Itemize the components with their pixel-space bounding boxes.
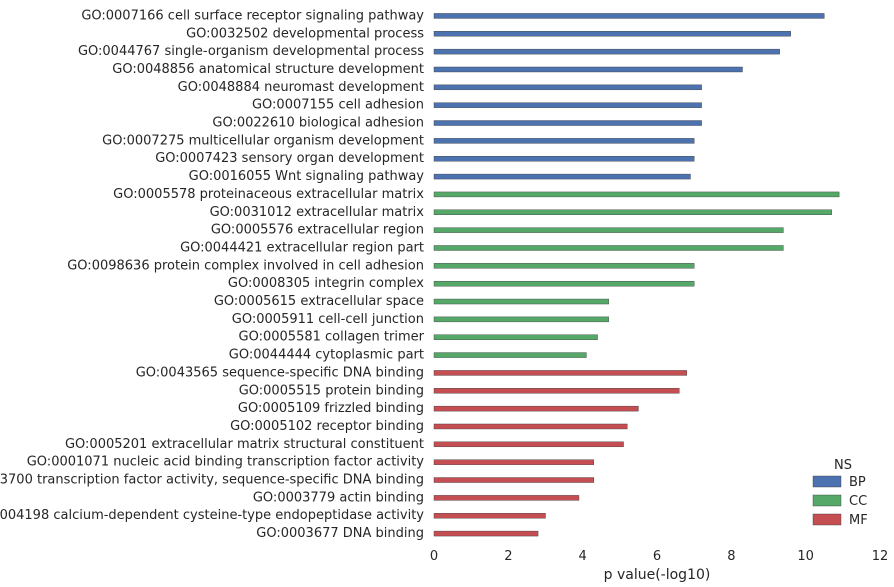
x-tick-label: 4	[579, 549, 587, 564]
category-label: GO:0005578 proteinaceous extracellular m…	[113, 187, 424, 202]
category-label: GO:0032502 developmental process	[186, 26, 424, 41]
bar-cc-7	[433, 298, 609, 305]
bar-cc-6	[433, 280, 695, 287]
category-label: GO:0003677 DNA binding	[256, 526, 424, 541]
bar-cc-8	[433, 316, 609, 323]
bar-bp-2	[433, 31, 791, 37]
bar-bp-4	[433, 66, 743, 73]
category-label: GO:0005102 receptor binding	[230, 419, 424, 434]
bar-cc-5	[433, 263, 695, 269]
bar-cc-2	[433, 209, 832, 215]
bar-cc-3	[433, 227, 784, 233]
bar-mf-5	[433, 441, 624, 448]
bar-bp-10	[433, 173, 691, 180]
category-label: GO:0044767 single-organism developmental…	[78, 44, 424, 59]
bar-bp-1	[433, 13, 825, 19]
bar-bp-3	[433, 48, 780, 55]
category-label: GO:0005201 extracellular matrix structur…	[65, 437, 424, 452]
bar-bp-7	[433, 120, 702, 126]
x-tick-label: 6	[653, 549, 661, 564]
category-label: GO:0005911 cell-cell junction	[232, 312, 424, 327]
bar-bp-9	[433, 156, 695, 162]
bar-mf-1	[433, 370, 687, 376]
legend-label-cc: CC	[849, 494, 867, 509]
bar-mf-8	[433, 495, 580, 501]
category-label: GO:0007275 multicellular organism develo…	[102, 133, 424, 148]
category-label: GO:0048856 anatomical structure developm…	[112, 62, 424, 77]
bar-cc-4	[433, 245, 784, 251]
bar-cc-10	[433, 352, 587, 358]
legend-title: NS	[834, 458, 852, 473]
category-label: GO:0043565 sequence-specific DNA binding	[136, 365, 424, 380]
x-axis-label: p value(-log10)	[604, 567, 711, 583]
category-labels: GO:0007166 cell surface receptor signali…	[0, 8, 425, 541]
legend-swatch-cc	[812, 494, 842, 507]
category-label: GO:0007155 cell adhesion	[252, 98, 424, 113]
bar-bp-6	[433, 102, 702, 108]
legend-label-bp: BP	[849, 475, 866, 490]
category-label: GO:0098636 protein complex involved in c…	[67, 258, 424, 273]
x-tick-label: 0	[430, 549, 438, 564]
category-label: GO:0005515 protein binding	[239, 383, 424, 398]
bar-mf-10	[433, 530, 539, 537]
category-label: GO:0048884 neuromast development	[178, 80, 424, 95]
category-label: GO:0005615 extracellular space	[214, 294, 424, 309]
x-tick-label: 12	[872, 549, 889, 564]
category-label: GO:0022610 biological adhesion	[212, 116, 424, 131]
category-label: GO:0007423 sensory organ development	[155, 151, 424, 166]
bar-bp-5	[433, 84, 702, 91]
category-label: GO:0044444 cytoplasmic part	[229, 348, 424, 363]
category-label: GO:0005109 frizzled binding	[238, 401, 424, 416]
category-label: GO:0016055 Wnt signaling pathway	[189, 169, 425, 184]
legend-entries: BP CC MF	[812, 475, 868, 528]
bar-mf-9	[433, 513, 546, 519]
category-label: GO:0005581 collagen trimer	[239, 330, 425, 345]
x-tick-label: 8	[727, 549, 735, 564]
category-label: GO:0004198 calcium-dependent cysteine-ty…	[0, 508, 424, 523]
category-label: GO:0007166 cell surface receptor signali…	[81, 8, 424, 23]
legend-swatch-bp	[812, 475, 842, 488]
legend-label-mf: MF	[849, 513, 868, 528]
bar-mf-7	[433, 477, 595, 483]
bar-bp-8	[433, 138, 695, 144]
bar-cc-1	[433, 191, 840, 198]
bar-mf-3	[433, 405, 639, 412]
bar-cc-9	[433, 334, 598, 340]
category-label: GO:0003700 transcription factor activity…	[0, 473, 424, 488]
category-label: GO:0044421 extracellular region part	[180, 240, 424, 255]
bar-mf-6	[433, 459, 595, 465]
legend: NS BP CC MF	[812, 458, 868, 528]
x-axis-ticks: 0 2 4 6 8 10 12	[430, 549, 888, 564]
category-label: GO:0008305 integrin complex	[228, 276, 424, 291]
category-label: GO:0005576 extracellular region	[211, 223, 424, 238]
category-label: GO:0031012 extracellular matrix	[210, 205, 425, 220]
legend-swatch-mf	[812, 513, 842, 526]
x-tick-label: 10	[797, 549, 814, 564]
bar-mf-2	[433, 388, 680, 394]
category-label: GO:0003779 actin binding	[253, 490, 424, 505]
category-label: GO:0001071 nucleic acid binding transcri…	[27, 455, 425, 470]
bars-layer	[433, 13, 840, 537]
x-tick-label: 2	[504, 549, 512, 564]
bar-mf-4	[433, 423, 628, 430]
